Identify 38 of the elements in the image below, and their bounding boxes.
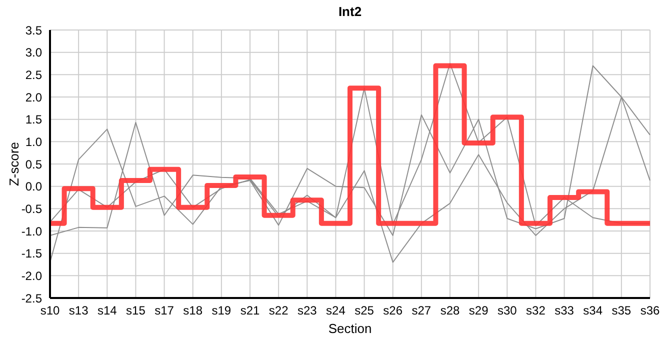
y-tick-label: 1.5 (25, 112, 42, 127)
x-tick-label: s21 (240, 304, 260, 318)
x-tick-label: s29 (468, 304, 489, 318)
x-tick-label: s10 (40, 304, 60, 318)
y-tick-label: -1.5 (21, 246, 42, 261)
x-tick-label: s32 (526, 304, 546, 318)
x-tick-label: s18 (183, 304, 203, 318)
x-tick-label: s15 (126, 304, 146, 318)
chart-title: Int2 (337, 4, 363, 19)
x-tick-label: s28 (440, 304, 460, 318)
y-tick-label: 2.0 (25, 90, 42, 104)
x-tick-label: s27 (412, 304, 432, 318)
x-tick-label: s34 (583, 304, 603, 318)
x-tick-label: s35 (612, 304, 632, 318)
y-tick-label: 2.5 (25, 68, 42, 82)
x-tick-label: s25 (354, 304, 374, 318)
y-tick-label: -2.0 (21, 268, 42, 283)
y-tick-label: -0.5 (21, 202, 42, 216)
x-tick-label: s14 (97, 304, 118, 318)
x-tick-label: s17 (154, 304, 174, 318)
x-axis-title: Section (327, 321, 373, 336)
x-tick-label: s13 (68, 304, 89, 318)
x-tick-label: s30 (497, 304, 518, 318)
y-axis-title: Z-score (6, 142, 22, 186)
x-tick-label: s33 (554, 304, 574, 318)
x-tick-label: s23 (297, 304, 318, 318)
y-tick-label: 3.5 (25, 23, 42, 38)
y-tick-label: -2.5 (21, 291, 42, 306)
x-tick-label: s36 (640, 304, 660, 318)
y-tick-label: -1.0 (21, 224, 42, 238)
x-tick-label: s19 (212, 304, 232, 318)
x-tick-label: s26 (383, 304, 403, 318)
x-tick-label: s22 (268, 304, 289, 318)
y-tick-label: 1.0 (25, 134, 42, 149)
y-tick-label: 3.0 (25, 46, 42, 60)
y-tick-label: 0.0 (25, 180, 42, 194)
y-tick-label: 0.5 (25, 157, 42, 172)
x-tick-label: s24 (326, 304, 346, 318)
